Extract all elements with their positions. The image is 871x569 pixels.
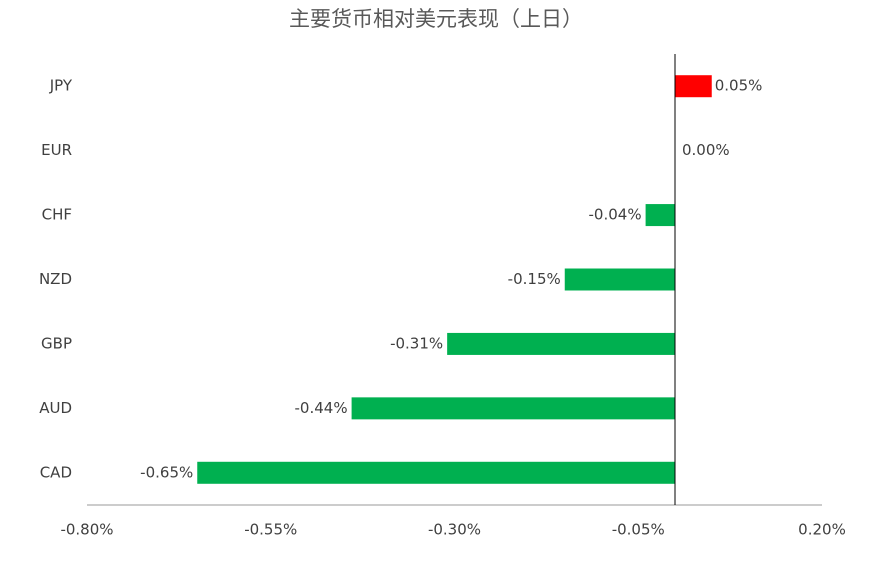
bar (197, 461, 675, 484)
x-tick-label: -0.05% (612, 521, 665, 539)
value-label: -0.04% (589, 206, 642, 224)
x-tick-label: -0.55% (244, 521, 297, 539)
value-label: -0.65% (140, 463, 193, 481)
bar (564, 268, 675, 291)
bar (645, 204, 675, 227)
value-label: 0.05% (715, 77, 763, 95)
x-tick-label: -0.80% (60, 521, 113, 539)
y-tick-label: CAD (40, 463, 72, 481)
y-tick-label: GBP (41, 334, 72, 352)
bar (447, 332, 675, 355)
x-tick-label: 0.20% (798, 521, 846, 539)
y-tick-label: CHF (42, 206, 72, 224)
y-tick-label: JPY (49, 77, 73, 95)
x-tick-label: -0.30% (428, 521, 481, 539)
y-tick-label: EUR (41, 141, 72, 159)
bar (351, 397, 675, 420)
value-label: -0.44% (295, 399, 348, 417)
chart-title: 主要货币相对美元表现（上日） (289, 7, 583, 31)
bar (675, 75, 712, 98)
value-label: 0.00% (682, 141, 730, 159)
value-label: -0.15% (508, 270, 561, 288)
value-label: -0.31% (390, 334, 443, 352)
y-tick-label: AUD (39, 399, 72, 417)
y-tick-label: NZD (39, 270, 72, 288)
